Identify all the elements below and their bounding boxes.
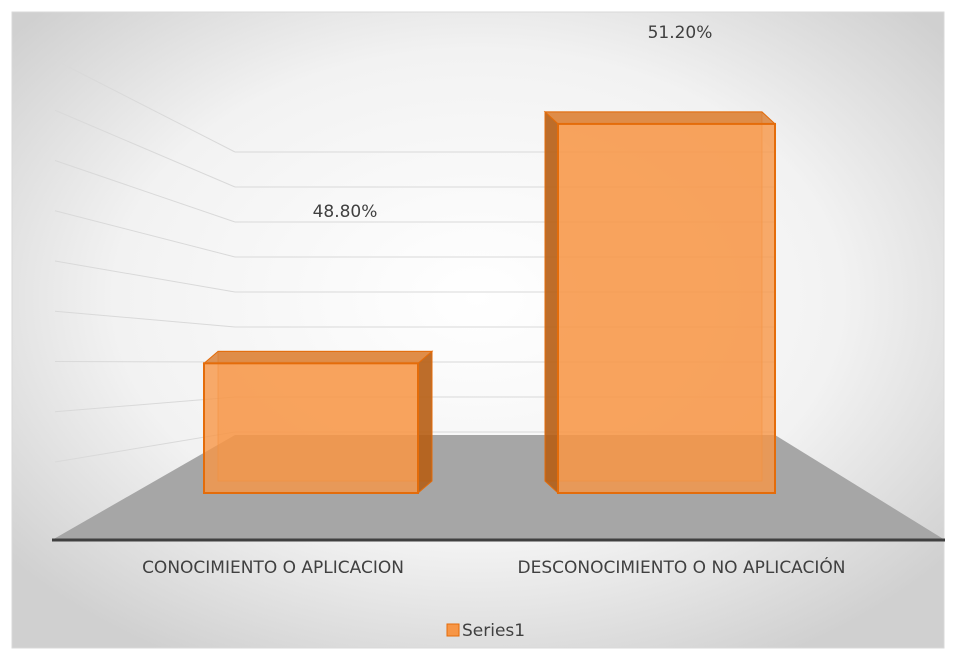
bar (557, 122, 776, 495)
x-tick-label: DESCONOCIMIENTO O NO APLICACIÓN (518, 556, 846, 578)
chart-area (11, 11, 945, 649)
bar-top (202, 350, 434, 364)
bar-top (543, 111, 777, 125)
side-grid-line (54, 310, 236, 328)
legend-label: Series1 (462, 621, 525, 641)
side-grid-line (54, 160, 236, 223)
side-grid-line (54, 210, 236, 258)
data-label: 48.80% (313, 202, 378, 222)
bar-side (544, 110, 559, 495)
bar-side (417, 350, 433, 495)
data-label: 51.20% (648, 23, 713, 43)
side-grid-line (54, 260, 236, 293)
bar (203, 362, 419, 495)
side-grid-line (54, 59, 236, 153)
side-grid-line (54, 109, 236, 188)
legend-swatch (446, 623, 460, 637)
x-tick-label: CONOCIMIENTO O APLICACION (142, 558, 404, 578)
